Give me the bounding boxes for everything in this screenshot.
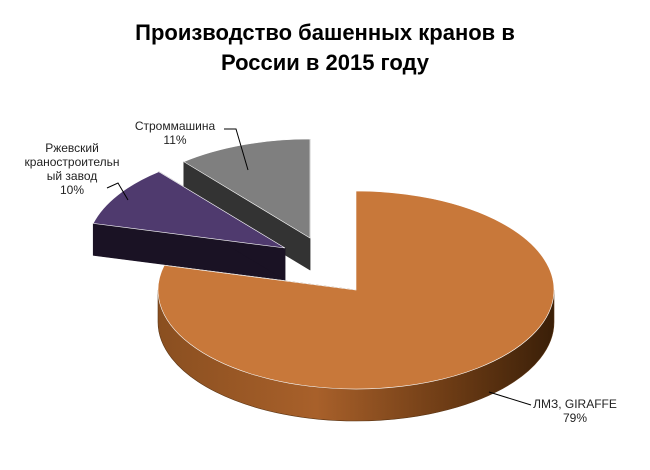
- pie-slices: [92, 138, 555, 422]
- slice-strommashina-top: [183, 138, 311, 239]
- slice-rzhev-top: [92, 171, 286, 249]
- chart-title-line-1: Производство башенных кранов в: [135, 20, 515, 45]
- slice-lmz: [157, 190, 555, 422]
- slice-rzhev-label-line-1: Ржевский: [45, 141, 99, 155]
- slice-rzhev-label-line-4: 10%: [60, 183, 84, 197]
- slice-rzhev-leader-line: [106, 182, 129, 201]
- slice-strommashina-leader-line: [224, 128, 249, 171]
- slice-strommashina-label-line-1: Строммашина: [135, 119, 216, 133]
- slice-lmz-label-line-2: 79%: [563, 411, 587, 425]
- slice-lmz-top: [157, 190, 555, 390]
- slice-lmz-label-line-1: ЛМЗ, GIRAFFE: [533, 397, 617, 411]
- chart-title-line-2: России в 2015 году: [221, 50, 430, 75]
- slice-lmz-leader-line: [488, 391, 532, 406]
- slice-rzhev: [92, 171, 286, 281]
- slice-rzhev-label-line-2: краностроительн: [25, 155, 120, 169]
- slice-strommashina: [183, 138, 311, 271]
- slice-strommashina-label-line-2: 11%: [163, 133, 186, 147]
- slice-rzhev-label-line-3: ый завод: [47, 169, 98, 183]
